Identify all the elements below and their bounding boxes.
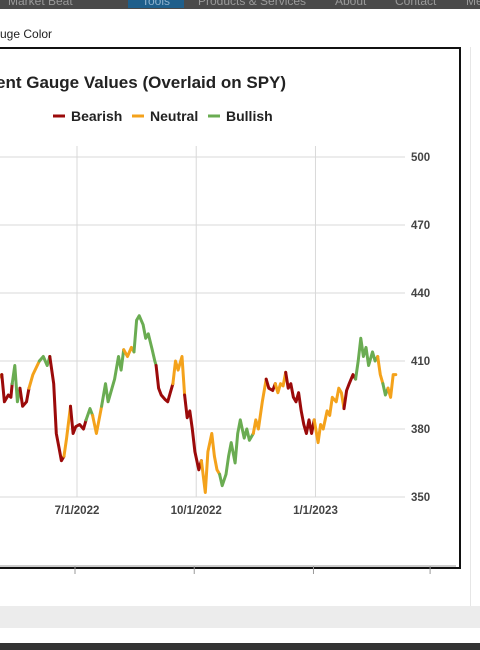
series-line-neutral (171, 355, 187, 397)
x-tick-label: 7/1/2022 (55, 505, 100, 517)
nav-item-products-services[interactable]: Products & Services (198, 0, 307, 8)
series-line-bearish (48, 355, 66, 463)
x-tick-labels: 7/1/2022 10/1/2022 1/1/2023 (55, 505, 338, 517)
series-line-bullish (10, 364, 22, 404)
chart-gridlines (0, 146, 405, 498)
series-line-bearish (284, 370, 316, 435)
series-line-neutral (312, 386, 346, 445)
divider (470, 47, 471, 607)
series-line-bearish (183, 393, 203, 472)
y-tick-label: 350 (411, 492, 430, 504)
chart-legend: Bearish Neutral Bullish (53, 108, 273, 124)
series-line-bullish (37, 355, 52, 367)
series-line-neutral (62, 404, 72, 458)
series-line-neutral (386, 373, 398, 399)
series-line-bearish (264, 377, 277, 392)
series-line-neutral (91, 404, 104, 435)
chart-title: ent Gauge Values (Overlaid on SPY) (0, 73, 286, 92)
nav-item-about[interactable]: About (335, 0, 367, 8)
nav-item-me[interactable]: Me (466, 0, 480, 8)
series-line-neutral (251, 377, 268, 435)
series-line-bullish (354, 336, 380, 381)
series-line-bullish (132, 314, 158, 367)
x-tick-label: 1/1/2023 (293, 505, 338, 517)
series-line-bullish (84, 407, 95, 422)
nav-item-market-beat[interactable]: Market Beat (8, 0, 73, 8)
series-line-bullish (218, 418, 255, 488)
legend-label-bearish: Bearish (71, 108, 122, 124)
x-axis-baseline (0, 565, 456, 574)
y-tick-label: 380 (411, 424, 430, 436)
nav-item-contact[interactable]: Contact (395, 0, 437, 8)
series-line-bearish (18, 386, 31, 408)
series-line-bearish (154, 364, 175, 404)
x-tick-label: 10/1/2022 (171, 505, 222, 517)
series-line-neutral (376, 355, 385, 386)
y-tick-label: 470 (411, 220, 430, 232)
series-line-bullish (100, 348, 126, 408)
chart-series-lines (0, 314, 398, 494)
series-line-neutral (27, 359, 41, 390)
bottom-bar (0, 643, 480, 650)
legend-label-bullish: Bullish (226, 108, 273, 124)
series-line-bearish (342, 373, 358, 411)
top-navigation-bar: Market Beat Tools Products & Services About… (0, 0, 480, 9)
y-tick-label: 500 (411, 152, 430, 164)
series-line-bearish (0, 373, 14, 404)
series-line-neutral (273, 370, 288, 395)
series-line-neutral (199, 432, 222, 494)
legend-label-neutral: Neutral (150, 108, 198, 124)
footer-band (0, 606, 480, 628)
series-line-neutral (122, 345, 136, 358)
y-tick-label: 410 (411, 356, 430, 368)
gauge-color-label: uge Color (0, 27, 53, 41)
y-tick-labels: 350 380 410 440 470 500 (411, 152, 430, 504)
y-tick-label: 440 (411, 288, 430, 300)
series-line-bearish (69, 404, 88, 435)
nav-item-tools[interactable]: Tools (128, 0, 185, 8)
